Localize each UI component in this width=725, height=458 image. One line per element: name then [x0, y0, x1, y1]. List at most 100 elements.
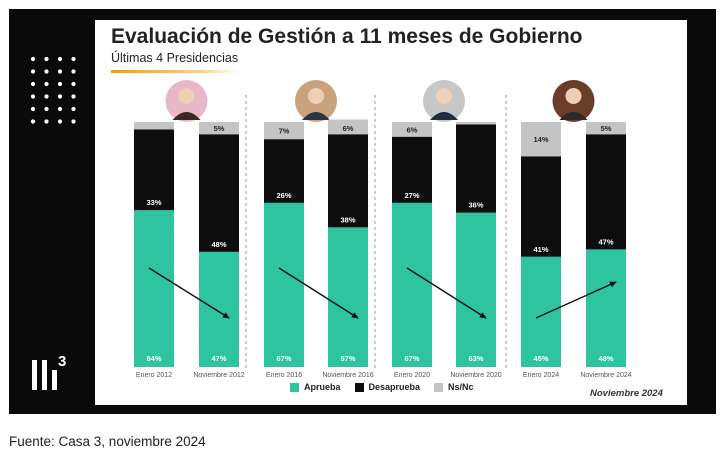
label-nsnc: 6%: [407, 125, 418, 134]
decor-dot: [44, 69, 49, 74]
bar-segment-nsnc: [199, 122, 239, 135]
decor-dot: [30, 56, 36, 62]
category-label: Enero 2020: [394, 372, 430, 379]
avatar-face: [436, 88, 452, 104]
avatar-shoulders: [302, 112, 330, 120]
label-nsnc: 14%: [533, 135, 548, 144]
category-label: Enero 2016: [266, 372, 302, 379]
avatar-face: [565, 88, 582, 104]
label-desaprueba: 48%: [211, 240, 226, 249]
label-nsnc: 7%: [279, 127, 290, 136]
avatar-face: [308, 88, 324, 104]
legend-item: Aprueba: [290, 382, 341, 392]
label-aprueba: 48%: [598, 354, 613, 363]
avatar-shoulders: [559, 112, 588, 120]
label-aprueba: 45%: [533, 354, 548, 363]
label-desaprueba: 36%: [468, 201, 483, 210]
bar-segment-nsnc: [328, 119, 368, 135]
legend-swatch: [354, 382, 364, 392]
bar-segment-aprueba: [586, 249, 626, 367]
bar-segment-aprueba: [134, 210, 174, 367]
decor-dot: [71, 81, 76, 87]
legend-label: Aprueba: [304, 382, 341, 392]
decor-dot: [57, 69, 63, 74]
bar-segment-aprueba: [199, 251, 239, 367]
decor-dot: [57, 106, 63, 112]
chart-subtitle: Últimas 4 Presidencias: [111, 51, 239, 65]
legend-item: Desaprueba: [354, 382, 421, 392]
label-aprueba: 57%: [340, 354, 355, 363]
bar-segment-desaprueba: [328, 134, 368, 228]
category-label: Noviembre 2024: [580, 372, 631, 379]
label-nsnc: 5%: [214, 124, 225, 133]
category-label: Noviembre 2016: [322, 372, 373, 379]
decor-dot: [57, 94, 63, 99]
label-nsnc: 6%: [343, 124, 354, 133]
bar-segment-aprueba: [392, 202, 432, 367]
decor-dot: [44, 119, 49, 124]
category-label: Enero 2012: [136, 372, 172, 379]
logo-digit: 3: [58, 353, 66, 370]
decor-dot: [71, 106, 76, 112]
decor-dot: [30, 81, 36, 87]
label-desaprueba: 47%: [598, 237, 613, 246]
bar-segment-aprueba: [264, 202, 304, 367]
decor-dot: [57, 81, 63, 87]
legend-label: Ns/Nc: [448, 382, 474, 392]
bar-segment-desaprueba: [134, 129, 174, 211]
decor-dot: [30, 119, 36, 124]
bar-segment-aprueba: [328, 227, 368, 367]
decor-dot: [44, 56, 49, 62]
trend-arrow-down: [406, 267, 487, 319]
label-desaprueba: 41%: [533, 245, 548, 254]
bar-segment-nsnc: [521, 122, 561, 157]
decor-dot: [71, 94, 76, 99]
dot-grid-decoration: [30, 56, 76, 124]
decor-dot: [44, 81, 49, 87]
label-aprueba: 47%: [211, 354, 226, 363]
legend-swatch: [290, 382, 299, 392]
label-aprueba: 67%: [404, 354, 419, 363]
avatar-face: [178, 88, 195, 104]
bar-segment-nsnc: [586, 122, 626, 135]
avatar-shoulders: [430, 112, 458, 120]
chart-title: Evaluación de Gestión a 11 meses de Gobi…: [111, 25, 583, 48]
bar-segment-desaprueba: [392, 136, 432, 203]
date-note: Noviembre 2024: [590, 388, 663, 399]
decor-dot: [44, 106, 49, 112]
bar-segment-desaprueba: [264, 139, 304, 203]
label-desaprueba: 26%: [276, 191, 291, 200]
decor-dot: [57, 56, 63, 62]
trend-arrow-down: [148, 267, 230, 319]
trend-arrow-up: [535, 281, 617, 319]
avatar-shoulders: [172, 112, 201, 120]
decor-dot: [44, 94, 49, 99]
bar-segment-aprueba: [456, 212, 496, 367]
category-label: Noviembre 2012: [193, 372, 244, 379]
decor-dot: [30, 69, 36, 74]
bar-segment-nsnc: [134, 122, 174, 130]
bar-segment-nsnc: [392, 122, 432, 137]
label-desaprueba: 33%: [146, 198, 161, 207]
label-aprueba: 67%: [276, 354, 291, 363]
label-nsnc: 5%: [601, 124, 612, 133]
legend-label: Desaprueba: [368, 382, 421, 392]
bar-segment-desaprueba: [586, 134, 626, 250]
label-desaprueba: 27%: [404, 191, 419, 200]
legend-item: Ns/Nc: [434, 382, 474, 392]
subtitle-underline: [111, 70, 239, 73]
category-label: Noviembre 2020: [450, 372, 501, 379]
bar-segment-desaprueba: [199, 134, 239, 252]
source-note: Fuente: Casa 3, noviembre 2024: [9, 434, 206, 449]
bar-segment-nsnc: [264, 122, 304, 140]
decor-dot: [71, 69, 76, 74]
casa3-logo: 3: [32, 353, 66, 390]
bar-segment-nsnc: [456, 122, 496, 125]
decor-dot: [30, 106, 36, 112]
label-aprueba: 63%: [468, 354, 483, 363]
decor-dot: [57, 119, 63, 124]
decor-dot: [71, 119, 76, 124]
label-aprueba: 64%: [146, 354, 161, 363]
legend-swatch: [434, 382, 444, 392]
